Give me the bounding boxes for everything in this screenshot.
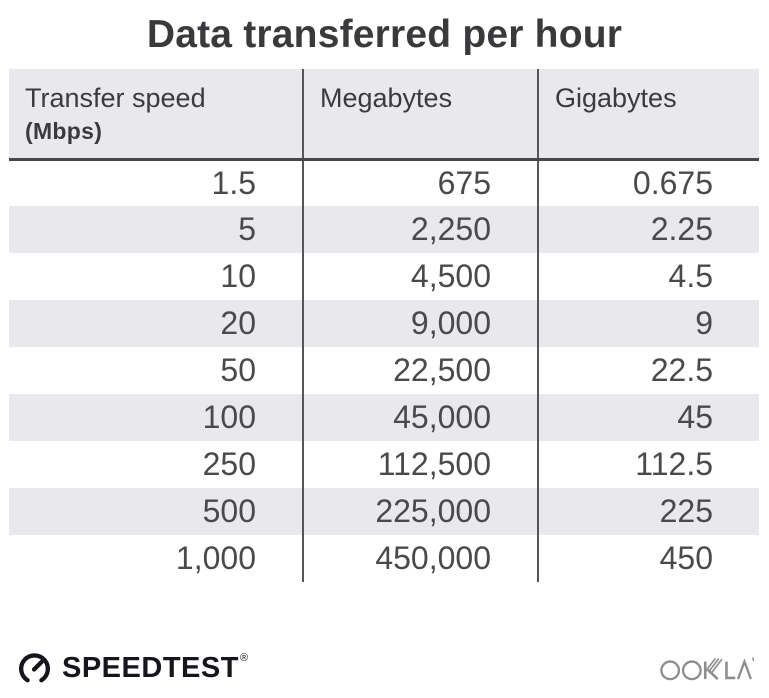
header-gigabytes-label: Gigabytes — [555, 83, 677, 113]
cell-megabytes: 9,000 — [302, 300, 538, 347]
cell-transfer-speed: 5 — [238, 211, 256, 247]
header-transfer-speed-unit: (Mbps) — [25, 118, 103, 144]
cell-transfer-speed: 250 — [202, 446, 256, 482]
cell-megabytes: 2,250 — [302, 206, 538, 253]
cell-transfer-speed: 10 — [220, 258, 256, 294]
header-transfer-speed: Transfer speed (Mbps) — [9, 69, 303, 161]
cell-megabytes: 112,500 — [302, 441, 538, 488]
header-row: Transfer speed (Mbps) Megabytes Gigabyte… — [9, 69, 759, 161]
cell-transfer-speed: 500 — [202, 493, 256, 529]
table-row: 1,000 450,000 450 — [9, 535, 759, 582]
cell-gigabytes: 45 — [537, 394, 759, 441]
cell-megabytes: 45,000 — [302, 394, 538, 441]
table-row: 5 2,250 2.25 — [9, 206, 759, 253]
cell-gigabytes: 0.675 — [537, 159, 759, 206]
table-row: 250 112,500 112.5 — [9, 441, 759, 488]
cell-transfer-speed: 100 — [202, 399, 256, 435]
ookla-logo — [660, 652, 756, 685]
cell-gigabytes: 2.25 — [537, 206, 759, 253]
speedtest-wordmark: SPEEDTEST — [62, 651, 239, 684]
header-megabytes: Megabytes — [302, 69, 538, 161]
table-row: 20 9,000 9 — [9, 300, 759, 347]
table-row: 1.5 675 0.675 — [9, 159, 759, 206]
page-title: Data transferred per hour — [146, 13, 623, 56]
cell-megabytes: 22,500 — [302, 347, 538, 394]
cell-gigabytes: 4.5 — [537, 253, 759, 300]
cell-gigabytes: 112.5 — [537, 441, 759, 488]
table-body: 1.5 675 0.675 5 2,250 2.25 10 4,500 4.5 20 9,000 9 5… — [9, 159, 759, 582]
data-table: Transfer speed (Mbps) Megabytes Gigabyte… — [9, 69, 759, 582]
cell-megabytes: 225,000 — [302, 488, 538, 535]
footer: SPEEDTEST ® — [16, 646, 756, 690]
cell-megabytes: 450,000 — [302, 535, 538, 582]
speedtest-gauge-icon — [19, 652, 50, 682]
cell-transfer-speed: 1.5 — [211, 164, 256, 201]
cell-transfer-speed: 50 — [220, 352, 256, 388]
header-gigabytes: Gigabytes — [537, 69, 759, 161]
header-transfer-speed-label: Transfer speed — [25, 83, 206, 113]
cell-transfer-speed: 20 — [220, 305, 256, 341]
table-row: 500 225,000 225 — [9, 488, 759, 535]
speedtest-logo: SPEEDTEST ® — [16, 650, 248, 687]
cell-gigabytes: 225 — [537, 488, 759, 535]
cell-gigabytes: 9 — [537, 300, 759, 347]
ookla-wordmark-icon — [660, 656, 755, 680]
registered-trademark-icon: ® — [239, 651, 249, 664]
table-row: 10 4,500 4.5 — [9, 253, 759, 300]
cell-megabytes: 4,500 — [302, 253, 538, 300]
cell-transfer-speed: 1,000 — [175, 540, 256, 576]
table-row: 50 22,500 22.5 — [9, 347, 759, 394]
table-row: 100 45,000 45 — [9, 394, 759, 441]
cell-gigabytes: 22.5 — [537, 347, 759, 394]
header-megabytes-label: Megabytes — [320, 83, 453, 113]
cell-megabytes: 675 — [302, 159, 538, 206]
cell-gigabytes: 450 — [537, 535, 759, 582]
